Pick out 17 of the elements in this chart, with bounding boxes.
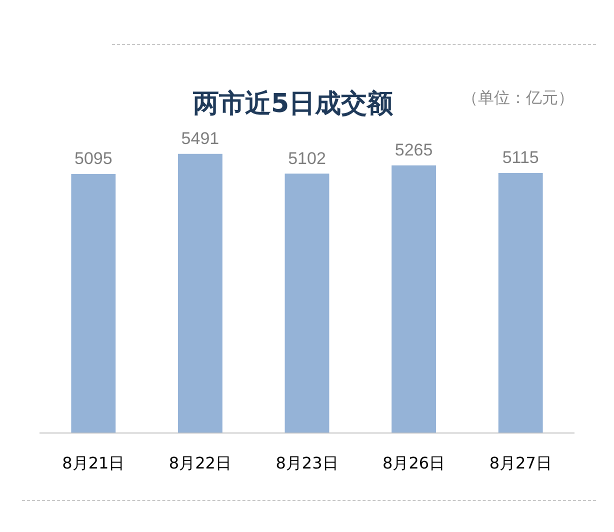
data-label: 5095 xyxy=(74,149,112,168)
x-tick-label: 8月27日 xyxy=(489,454,552,473)
chart-title: 两市近5日成交额 xyxy=(192,89,394,119)
bar xyxy=(498,172,543,433)
bar xyxy=(284,174,330,433)
data-label: 5102 xyxy=(288,148,326,168)
data-label: 5491 xyxy=(181,129,220,148)
x-tick-label: 8月22日 xyxy=(168,454,232,473)
bar xyxy=(71,174,116,433)
x-tick-label: 8月23日 xyxy=(276,454,338,473)
bar xyxy=(392,165,436,433)
text: （单位：亿元） xyxy=(462,88,574,109)
data-label: 5265 xyxy=(394,140,433,160)
x-tick-label: 8月21日 xyxy=(62,454,125,473)
bar xyxy=(178,154,222,433)
x-tick-label: 8月26日 xyxy=(382,454,446,473)
data-label: 5115 xyxy=(502,148,539,168)
